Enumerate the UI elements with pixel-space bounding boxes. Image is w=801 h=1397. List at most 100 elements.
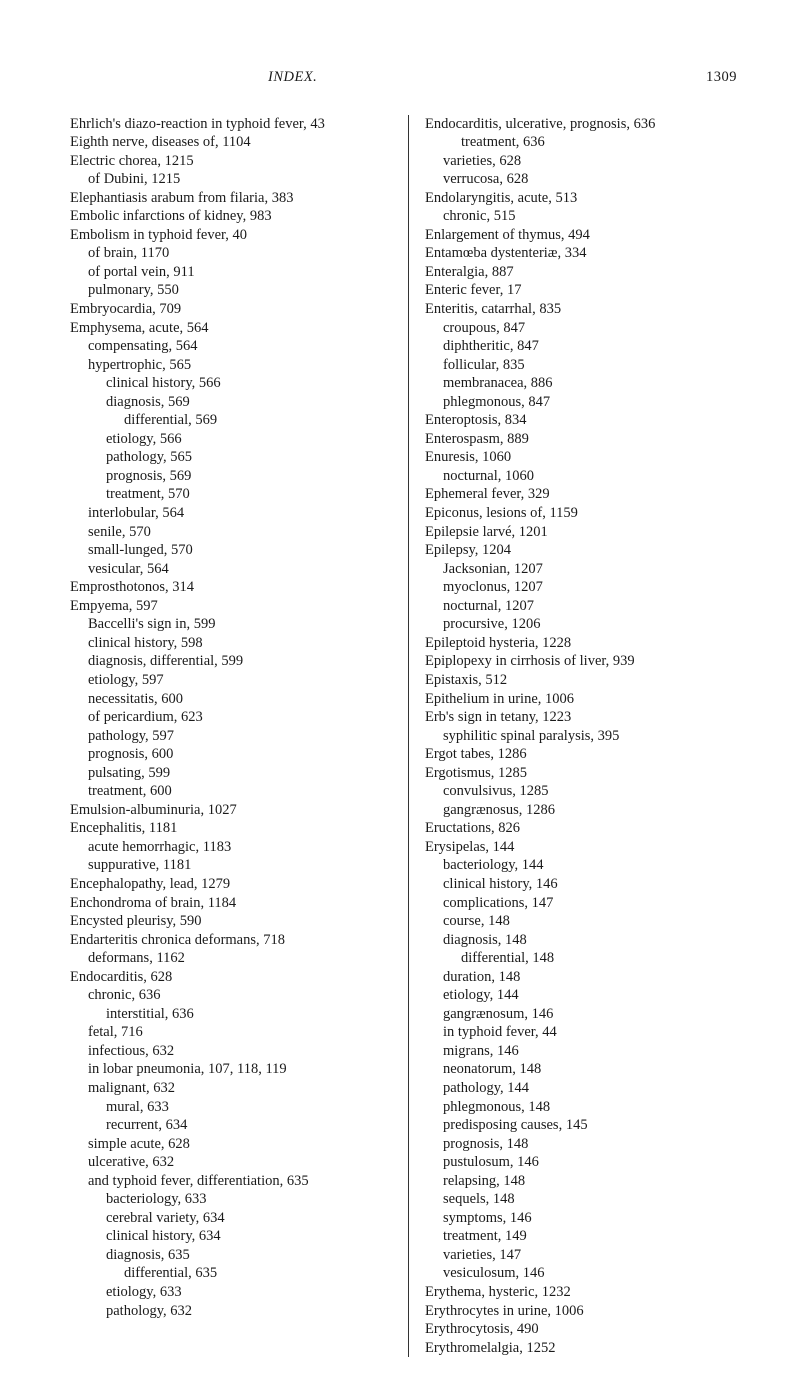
index-entry: syphilitic spinal paralysis, 395 <box>425 727 747 746</box>
index-entry: myoclonus, 1207 <box>425 578 747 597</box>
index-entry: treatment, 600 <box>70 782 392 801</box>
index-entry: necessitatis, 600 <box>70 690 392 709</box>
index-entry: of portal vein, 911 <box>70 263 392 282</box>
index-entry: of Dubini, 1215 <box>70 170 392 189</box>
index-entry: Ephemeral fever, 329 <box>425 485 747 504</box>
index-entry: fetal, 716 <box>70 1023 392 1042</box>
index-entry: procursive, 1206 <box>425 615 747 634</box>
index-entry: Enchondroma of brain, 1184 <box>70 894 392 913</box>
index-entry: prognosis, 569 <box>70 467 392 486</box>
index-entry: of brain, 1170 <box>70 244 392 263</box>
index-entry: pulmonary, 550 <box>70 281 392 300</box>
index-entry: vesiculosum, 146 <box>425 1264 747 1283</box>
index-entry: etiology, 566 <box>70 430 392 449</box>
index-entry: recurrent, 634 <box>70 1116 392 1135</box>
index-entry: Erythema, hysteric, 1232 <box>425 1283 747 1302</box>
index-entry: Elephantiasis arabum from filaria, 383 <box>70 189 392 208</box>
index-entry: Erythrocytosis, 490 <box>425 1320 747 1339</box>
index-entry: vesicular, 564 <box>70 560 392 579</box>
index-entry: Eighth nerve, diseases of, 1104 <box>70 133 392 152</box>
index-entry: mural, 633 <box>70 1098 392 1117</box>
index-entry: Enuresis, 1060 <box>425 448 747 467</box>
index-entry: small-lunged, 570 <box>70 541 392 560</box>
index-entry: phlegmonous, 148 <box>425 1098 747 1117</box>
index-entry: pathology, 565 <box>70 448 392 467</box>
page-number: 1309 <box>706 68 737 87</box>
index-entry: sequels, 148 <box>425 1190 747 1209</box>
index-entry: Encephalitis, 1181 <box>70 819 392 838</box>
index-entry: Emphysema, acute, 564 <box>70 319 392 338</box>
index-entry: acute hemorrhagic, 1183 <box>70 838 392 857</box>
index-entry: and typhoid fever, differentiation, 635 <box>70 1172 392 1191</box>
index-entry: etiology, 633 <box>70 1283 392 1302</box>
index-entry: croupous, 847 <box>425 319 747 338</box>
index-entry: compensating, 564 <box>70 337 392 356</box>
index-entry: Enterospasm, 889 <box>425 430 747 449</box>
index-entry: Empyema, 597 <box>70 597 392 616</box>
index-entry: complications, 147 <box>425 894 747 913</box>
index-entry: Embryocardia, 709 <box>70 300 392 319</box>
index-entry: malignant, 632 <box>70 1079 392 1098</box>
index-entry: Enteritis, catarrhal, 835 <box>425 300 747 319</box>
index-entry: Erb's sign in tetany, 1223 <box>425 708 747 727</box>
index-entry: deformans, 1162 <box>70 949 392 968</box>
index-entry: differential, 148 <box>425 949 747 968</box>
page-header: INDEX. 1309 <box>70 68 747 87</box>
right-column: Endocarditis, ulcerative, prognosis, 636… <box>425 115 747 1358</box>
index-entry: verrucosa, 628 <box>425 170 747 189</box>
index-entry: Ergot tabes, 1286 <box>425 745 747 764</box>
index-entry: diphtheritic, 847 <box>425 337 747 356</box>
index-entry: differential, 569 <box>70 411 392 430</box>
index-entry: Enteralgia, 887 <box>425 263 747 282</box>
index-entry: Endarteritis chronica deformans, 718 <box>70 931 392 950</box>
index-entry: clinical history, 566 <box>70 374 392 393</box>
index-entry: in lobar pneumonia, 107, 118, 119 <box>70 1060 392 1079</box>
index-entry: Enlargement of thymus, 494 <box>425 226 747 245</box>
index-entry: duration, 148 <box>425 968 747 987</box>
index-entry: neonatorum, 148 <box>425 1060 747 1079</box>
index-entry: Enteroptosis, 834 <box>425 411 747 430</box>
index-entry: interlobular, 564 <box>70 504 392 523</box>
index-entry: simple acute, 628 <box>70 1135 392 1154</box>
left-column: Ehrlich's diazo-reaction in typhoid feve… <box>70 115 392 1358</box>
index-entry: relapsing, 148 <box>425 1172 747 1191</box>
index-entry: suppurative, 1181 <box>70 856 392 875</box>
header-title: INDEX. <box>268 68 317 87</box>
index-entry: Epiplopexy in cirrhosis of liver, 939 <box>425 652 747 671</box>
index-entry: diagnosis, 569 <box>70 393 392 412</box>
index-entry: Endolaryngitis, acute, 513 <box>425 189 747 208</box>
index-entry: Ehrlich's diazo-reaction in typhoid feve… <box>70 115 392 134</box>
index-entry: predisposing causes, 145 <box>425 1116 747 1135</box>
index-entry: Epithelium in urine, 1006 <box>425 690 747 709</box>
index-entry: in typhoid fever, 44 <box>425 1023 747 1042</box>
index-entry: gangrænosus, 1286 <box>425 801 747 820</box>
index-entry: nocturnal, 1060 <box>425 467 747 486</box>
index-columns: Ehrlich's diazo-reaction in typhoid feve… <box>70 115 747 1358</box>
index-entry: migrans, 146 <box>425 1042 747 1061</box>
index-entry: senile, 570 <box>70 523 392 542</box>
index-entry: infectious, 632 <box>70 1042 392 1061</box>
index-entry: diagnosis, 148 <box>425 931 747 950</box>
index-entry: interstitial, 636 <box>70 1005 392 1024</box>
index-entry: Ergotismus, 1285 <box>425 764 747 783</box>
index-entry: Encephalopathy, lead, 1279 <box>70 875 392 894</box>
column-divider <box>408 115 409 1358</box>
index-entry: etiology, 597 <box>70 671 392 690</box>
index-entry: Encysted pleurisy, 590 <box>70 912 392 931</box>
index-entry: treatment, 149 <box>425 1227 747 1246</box>
index-entry: hypertrophic, 565 <box>70 356 392 375</box>
index-entry: diagnosis, differential, 599 <box>70 652 392 671</box>
index-entry: prognosis, 600 <box>70 745 392 764</box>
index-entry: Endocarditis, ulcerative, prognosis, 636 <box>425 115 747 134</box>
index-entry: symptoms, 146 <box>425 1209 747 1228</box>
index-entry: Epileptoid hysteria, 1228 <box>425 634 747 653</box>
index-entry: bacteriology, 144 <box>425 856 747 875</box>
index-entry: Endocarditis, 628 <box>70 968 392 987</box>
index-entry: Epilepsy, 1204 <box>425 541 747 560</box>
index-entry: of pericardium, 623 <box>70 708 392 727</box>
index-entry: Epilepsie larvé, 1201 <box>425 523 747 542</box>
index-entry: Embolism in typhoid fever, 40 <box>70 226 392 245</box>
index-entry: Entamœba dystenteriæ, 334 <box>425 244 747 263</box>
index-entry: Enteric fever, 17 <box>425 281 747 300</box>
index-entry: clinical history, 598 <box>70 634 392 653</box>
